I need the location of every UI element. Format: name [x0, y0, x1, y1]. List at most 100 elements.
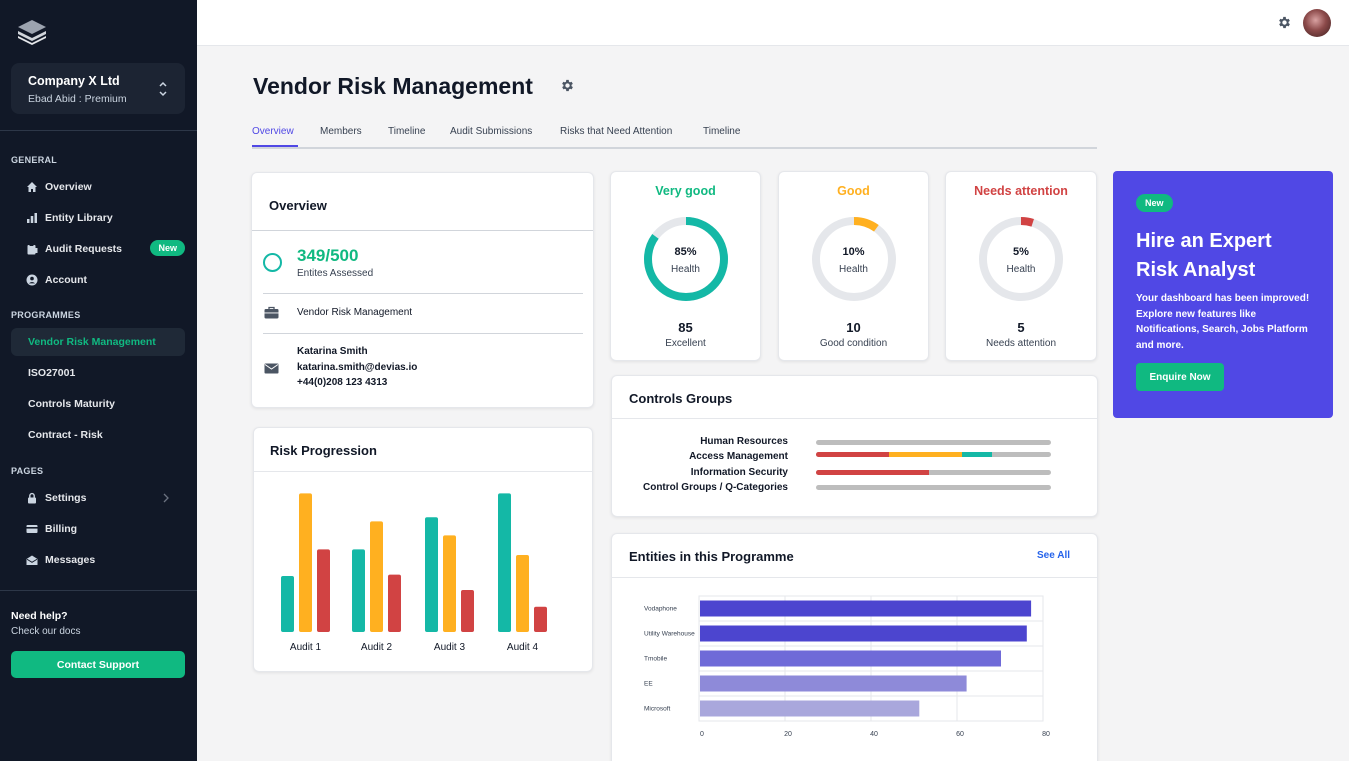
programme-name: Vendor Risk Management — [297, 307, 413, 318]
divider — [0, 130, 197, 131]
company-name: Company X Ltd — [28, 74, 120, 88]
nav-label: Account — [45, 274, 87, 286]
company-plan: Ebad Abid : Premium — [28, 93, 127, 105]
health-count: 85 — [678, 320, 693, 335]
nav-controls-maturity[interactable]: Controls Maturity — [28, 398, 115, 410]
health-ring-chart — [979, 217, 1063, 301]
health-ring-chart — [644, 217, 728, 301]
divider — [612, 577, 1097, 578]
contact-name: Katarina Smith — [297, 346, 368, 357]
section-general: GENERAL — [11, 155, 58, 165]
nav-vendor-risk-management[interactable]: Vendor Risk Management — [11, 328, 185, 356]
risk-progression-title: Risk Progression — [270, 443, 377, 458]
nav-label: Audit Requests — [45, 243, 123, 255]
nav-iso27001[interactable]: ISO27001 — [28, 367, 76, 379]
health-label: Health — [839, 264, 868, 275]
entities-assessed-value: 349/500 — [297, 246, 359, 265]
x-tick-label: 0 — [700, 731, 704, 738]
control-group-label: Human Resources — [700, 436, 788, 447]
control-group-label: Access Management — [689, 451, 788, 462]
entity-label: Vodaphone — [644, 606, 677, 613]
health-count: 5 — [1017, 320, 1025, 335]
avatar[interactable] — [1303, 9, 1331, 37]
lock-icon — [26, 492, 38, 504]
help-title: Need help? — [11, 610, 68, 622]
new-badge: New — [150, 240, 185, 256]
divider — [263, 293, 583, 294]
tabs: Overview Members Timeline Audit Submissi… — [252, 124, 1097, 149]
promo-new-badge: New — [1136, 194, 1173, 212]
control-group-bar — [816, 470, 1051, 475]
settings-gear-icon[interactable] — [1277, 15, 1292, 30]
risk-bar — [317, 549, 330, 632]
nav-messages[interactable]: Messages — [11, 546, 185, 574]
entity-label: Tmobile — [644, 656, 668, 663]
section-pages: PAGES — [11, 466, 44, 476]
control-group-bar — [816, 452, 1051, 457]
bar-chart-icon — [26, 212, 38, 224]
nav-overview[interactable]: Overview — [11, 173, 185, 201]
risk-progression-card: Risk Progression Audit 1 Audit 2 Audit 3 Au… — [253, 427, 593, 672]
entities-card: Entities in this Programme See All 0 20 40… — [611, 533, 1098, 761]
risk-bar — [498, 493, 511, 632]
overview-card: Overview 349/500 Entites Assessed Vendor… — [251, 172, 594, 408]
health-count: 10 — [846, 320, 861, 335]
tab-audit-submissions[interactable]: Audit Submissions — [450, 126, 533, 137]
control-group-segment — [816, 470, 929, 475]
health-title: Very good — [655, 184, 716, 198]
nav-entity-library[interactable]: Entity Library — [11, 204, 185, 232]
tab-timeline-2[interactable]: Timeline — [703, 126, 741, 137]
control-group-bar — [816, 485, 1051, 490]
contact-email[interactable]: katarina.smith@devias.io — [297, 362, 418, 373]
control-group-segment — [816, 452, 889, 457]
nav-settings[interactable]: Settings — [11, 484, 185, 512]
tab-overview[interactable]: Overview — [252, 126, 294, 137]
enquire-now-button[interactable]: Enquire Now — [1136, 363, 1224, 391]
help-docs-link[interactable]: Check our docs — [11, 626, 81, 637]
controls-groups-title: Controls Groups — [629, 391, 733, 406]
entity-bar — [700, 675, 967, 692]
promo-title: Hire an Expert Risk Analyst — [1136, 230, 1272, 281]
briefcase-icon — [264, 306, 279, 319]
risk-bar — [443, 535, 456, 632]
tab-timeline[interactable]: Timeline — [388, 126, 426, 137]
risk-bar — [281, 576, 294, 632]
programme-settings-gear-icon[interactable] — [560, 78, 575, 93]
risk-bar — [534, 606, 547, 632]
health-card-good: Good 10% Health 10 Good condition — [778, 171, 929, 361]
risk-bar — [516, 555, 529, 632]
divider — [254, 471, 592, 472]
contact-support-button[interactable]: Contact Support — [11, 651, 185, 678]
tab-members[interactable]: Members — [320, 126, 362, 137]
risk-bar — [388, 574, 401, 632]
entity-bar — [700, 600, 1032, 617]
clipboard-icon — [26, 243, 38, 255]
control-group-bar — [816, 440, 1051, 445]
health-description: Good condition — [819, 338, 888, 349]
health-percent: 10% — [842, 246, 865, 258]
company-switcher[interactable]: Company X Ltd Ebad Abid : Premium — [11, 63, 185, 114]
health-label: Health — [671, 264, 700, 275]
health-ring-arc — [812, 217, 896, 301]
health-description: Excellent — [665, 338, 706, 349]
control-group-segment — [961, 452, 993, 457]
control-group-label: Information Security — [690, 467, 788, 478]
controls-groups-card: Controls Groups Human Resources Access M… — [611, 375, 1098, 517]
chevron-right-icon — [163, 493, 169, 503]
entity-label: Microsoft — [644, 706, 671, 713]
logo-icon[interactable] — [16, 18, 48, 46]
tab-risks-need-attention[interactable]: Risks that Need Attention — [560, 126, 673, 137]
risk-bar — [352, 549, 365, 632]
nav-account[interactable]: Account — [11, 266, 185, 294]
health-title: Good — [837, 184, 870, 198]
sidebar: Company X Ltd Ebad Abid : Premium GENERA… — [0, 0, 197, 761]
selector-icon — [159, 81, 167, 97]
nav-contract-risk[interactable]: Contract - Risk — [28, 429, 103, 441]
nav-billing[interactable]: Billing — [11, 515, 185, 543]
nav-audit-requests[interactable]: Audit Requests New — [11, 235, 185, 263]
entity-bar — [700, 700, 920, 717]
top-bar — [197, 0, 1349, 46]
x-tick-label: 60 — [956, 731, 964, 738]
mail-icon — [264, 363, 279, 374]
see-all-link[interactable]: See All — [1037, 550, 1070, 561]
